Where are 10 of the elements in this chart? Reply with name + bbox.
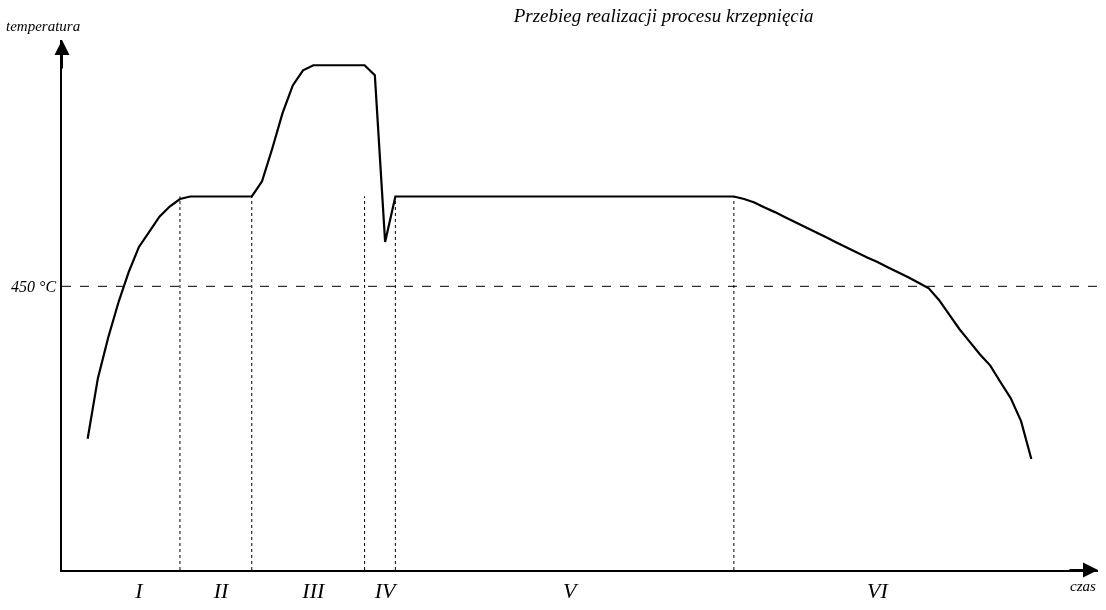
x-tick-label: II bbox=[212, 578, 230, 604]
ref-line-label: 450 °C bbox=[11, 278, 57, 295]
x-tick-label: III bbox=[301, 578, 326, 604]
x-tick-label: VI bbox=[867, 578, 890, 604]
chart-title: Przebieg realizacji procesu krzepnięcia bbox=[512, 5, 814, 27]
x-tick-label: V bbox=[563, 578, 580, 604]
x-axis-title: czas bbox=[1070, 578, 1096, 594]
x-tick-label: IV bbox=[373, 578, 399, 604]
x-tick-label: I bbox=[134, 578, 145, 604]
y-axis-title: temperatura bbox=[6, 18, 81, 34]
